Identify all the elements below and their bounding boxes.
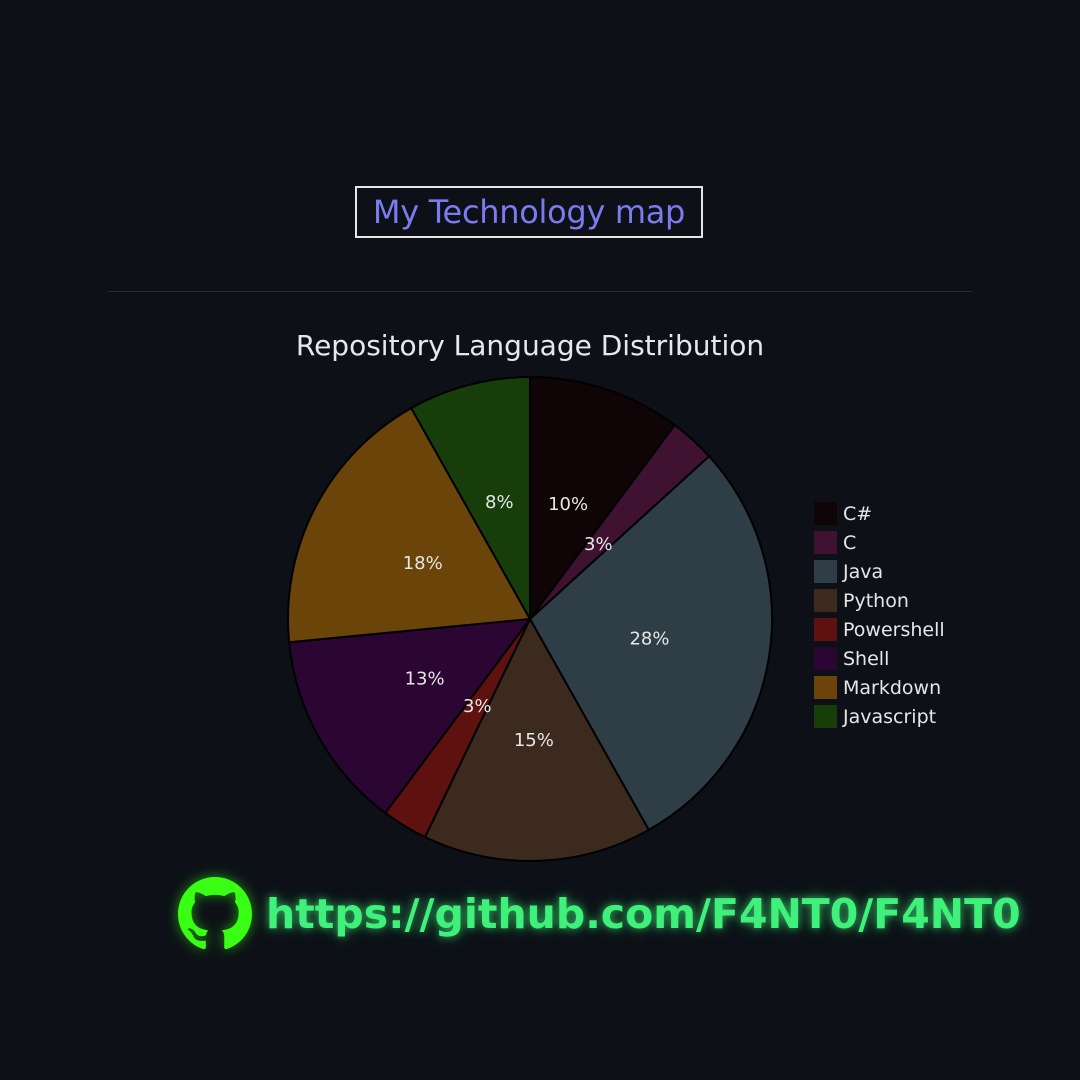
legend-swatch <box>814 502 837 525</box>
legend-label: Javascript <box>842 706 936 728</box>
legend-label: Markdown <box>843 677 941 699</box>
slice-percent-label: 15% <box>514 730 554 751</box>
github-icon <box>178 877 252 950</box>
slice-percent-label: 13% <box>405 668 445 689</box>
chart-legend: C# C Java Python Powershell Shell Markdown Java… <box>814 502 945 728</box>
pie-slice <box>287 406 532 644</box>
github-url: https://github.com/F4NT0/F4NT0 <box>266 890 1021 938</box>
legend-label: C# <box>843 503 872 525</box>
divider <box>108 291 972 292</box>
legend-swatch <box>814 647 837 670</box>
legend-swatch <box>814 618 837 641</box>
pie-slice-labels: 10% 3% 28% 15% 3% 13% 18% 8% <box>403 492 670 751</box>
slice-percent-label: 10% <box>548 494 588 515</box>
pie-slice <box>529 375 677 623</box>
pie-slice <box>409 375 531 623</box>
pie-slice <box>423 616 651 862</box>
slice-percent-label: 28% <box>629 628 669 649</box>
legend-swatch <box>814 705 837 728</box>
github-link[interactable]: https://github.com/F4NT0/F4NT0 <box>178 876 1021 952</box>
legend-swatch <box>814 531 837 554</box>
legend-label: Java <box>842 561 883 583</box>
slice-percent-label: 8% <box>485 492 514 513</box>
legend-label: Powershell <box>843 619 945 641</box>
slice-percent-label: 3% <box>584 534 613 555</box>
legend-swatch <box>814 676 837 699</box>
pie-slice <box>288 617 533 815</box>
legend-swatch <box>814 589 837 612</box>
slice-percent-label: 18% <box>403 553 443 574</box>
legend-swatch <box>814 560 837 583</box>
pie-slices <box>287 375 773 862</box>
chart-title: Repository Language Distribution <box>296 329 764 362</box>
legend-label: C <box>843 532 856 554</box>
page-title: My Technology map <box>372 193 686 231</box>
slice-percent-label: 3% <box>463 696 492 717</box>
legend-label: Python <box>843 590 909 612</box>
page-title-box: My Technology map <box>355 186 703 238</box>
pie-chart: Repository Language Distribution 10% 3% 28… <box>287 329 945 862</box>
pie-slice <box>528 454 773 832</box>
legend-label: Shell <box>843 648 889 670</box>
